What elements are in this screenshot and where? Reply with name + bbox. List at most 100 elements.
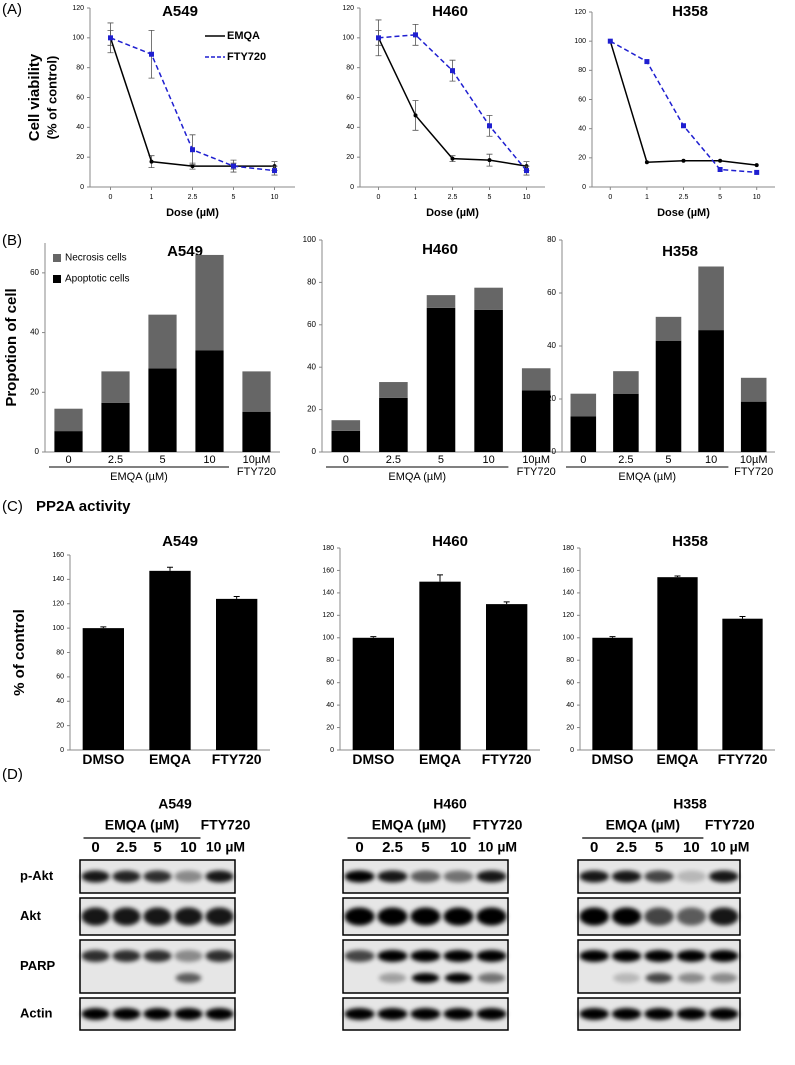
x-tick-label-box: 5 bbox=[487, 194, 492, 201]
blot-band bbox=[476, 870, 507, 883]
error-bar bbox=[503, 601, 510, 605]
bar bbox=[570, 416, 597, 452]
blot-band bbox=[676, 870, 707, 883]
y-tick-label: 40 bbox=[30, 328, 39, 337]
x-tick-label: 2.5 bbox=[385, 454, 402, 466]
blot-band bbox=[677, 973, 705, 983]
bar bbox=[242, 411, 271, 452]
marker bbox=[272, 168, 277, 174]
y-tick-label: 120 bbox=[322, 612, 334, 619]
x-tick-label: FTY720 bbox=[211, 752, 262, 767]
y-tick-label: 80 bbox=[547, 235, 556, 244]
error-bar bbox=[233, 595, 240, 599]
x-tick-label: 0 bbox=[108, 194, 113, 201]
blot-band bbox=[410, 1008, 441, 1020]
blot-control: 10 µM bbox=[710, 839, 749, 855]
blot-band bbox=[644, 870, 674, 883]
blot-band bbox=[477, 973, 506, 983]
blot-lane: 0 bbox=[355, 839, 363, 856]
y-tick-label: 40 bbox=[76, 124, 84, 131]
blot-control: FTY720 bbox=[705, 817, 755, 833]
bar bbox=[148, 314, 177, 369]
blot-band bbox=[443, 870, 474, 883]
error-bar bbox=[674, 575, 681, 578]
x-tick-label: 5 bbox=[159, 454, 166, 466]
x-tick-label: 10 bbox=[752, 194, 761, 201]
blot-band bbox=[410, 950, 441, 962]
y-tick-label: 40 bbox=[346, 124, 354, 131]
y-tick-label: 80 bbox=[566, 657, 574, 664]
blot-lane: 10 bbox=[450, 839, 467, 856]
x-tick-label: EMQA bbox=[149, 752, 191, 767]
x-tick-label-box: 2.5 bbox=[618, 454, 633, 466]
bar bbox=[592, 637, 633, 750]
blot-band bbox=[344, 907, 375, 926]
bar bbox=[698, 330, 724, 452]
y-tick-label: 120 bbox=[72, 5, 84, 12]
y-tick-label: 0 bbox=[80, 184, 84, 191]
blot-band bbox=[676, 1008, 707, 1020]
chart-title: A549 bbox=[162, 3, 198, 20]
bar bbox=[54, 431, 83, 452]
blot-row-label: Actin bbox=[20, 1005, 53, 1020]
legend-label: Necrosis cells bbox=[65, 253, 127, 264]
panel-label: (C) bbox=[2, 498, 23, 515]
blot-control: FTY720 bbox=[473, 817, 523, 833]
x-tick-label: 0 bbox=[342, 454, 349, 466]
y-tick-label: 20 bbox=[76, 154, 84, 161]
x-tick-label: 10 bbox=[522, 194, 531, 201]
blot-lane: 5 bbox=[421, 839, 429, 856]
marker bbox=[524, 168, 529, 174]
blot-band bbox=[444, 973, 473, 983]
x-tick-label: 10 bbox=[203, 454, 216, 466]
line bbox=[377, 37, 527, 167]
y-tick-label: 20 bbox=[30, 387, 39, 396]
y-tick-label: 60 bbox=[346, 94, 354, 101]
marker bbox=[718, 158, 723, 163]
chart-title: H358 bbox=[672, 3, 708, 20]
x-tick-label-box: EMQA bbox=[149, 752, 191, 767]
x-tick-label: DMSO bbox=[82, 752, 125, 767]
blot-band bbox=[174, 907, 203, 926]
y-tick-label: 60 bbox=[76, 94, 84, 101]
y-tick-label: 0 bbox=[312, 447, 317, 456]
blot-lane: 10 bbox=[683, 839, 700, 856]
x-tick-label: 1 bbox=[149, 194, 154, 201]
bar bbox=[521, 390, 551, 452]
x-tick-label: 10µM FTY720 bbox=[734, 454, 774, 479]
x-tick-label-box: 5 bbox=[665, 454, 671, 466]
x-tick-label: 1 bbox=[644, 194, 649, 201]
section-title: PP2A activity bbox=[36, 498, 131, 515]
blot-band bbox=[443, 907, 474, 926]
blot-band bbox=[611, 1008, 642, 1020]
blot-band bbox=[709, 907, 739, 926]
x-tick-label-box: 10µM FTY720 bbox=[734, 454, 774, 479]
x-tick-label-box: 10 bbox=[522, 194, 531, 201]
blot-band bbox=[377, 870, 408, 883]
y-tick-label: 0 bbox=[330, 747, 334, 754]
error-bar bbox=[370, 636, 377, 638]
group-label: EMQA (µM) bbox=[110, 471, 168, 483]
x-tick-label-box: FTY720 bbox=[482, 752, 532, 767]
x-tick-label: 0 bbox=[65, 454, 72, 466]
y-tick-label: 60 bbox=[56, 674, 64, 681]
x-tick-label: 2.5 bbox=[107, 454, 124, 466]
x-tick-label: 5 bbox=[487, 194, 492, 201]
x-tick-label: FTY720 bbox=[717, 752, 768, 767]
y-tick-label: 0 bbox=[35, 447, 40, 456]
y-tick-label: 120 bbox=[574, 9, 586, 16]
x-tick-label: 2.5 bbox=[187, 194, 198, 201]
blot-band bbox=[143, 1008, 172, 1020]
y-tick-label: 80 bbox=[56, 649, 64, 656]
blot-title: H460 bbox=[433, 796, 467, 812]
chart-title: A549 bbox=[167, 243, 203, 260]
y-tick-label: 100 bbox=[52, 625, 64, 632]
y-tick-label: 20 bbox=[566, 724, 574, 731]
blot-band bbox=[377, 1008, 408, 1020]
blot-band bbox=[81, 870, 110, 883]
x-tick-label-box: 2.5 bbox=[187, 194, 198, 201]
marker bbox=[754, 163, 759, 168]
blot-band bbox=[378, 973, 407, 983]
legend-swatch bbox=[53, 254, 61, 262]
blot-control: 10 µM bbox=[206, 839, 245, 855]
